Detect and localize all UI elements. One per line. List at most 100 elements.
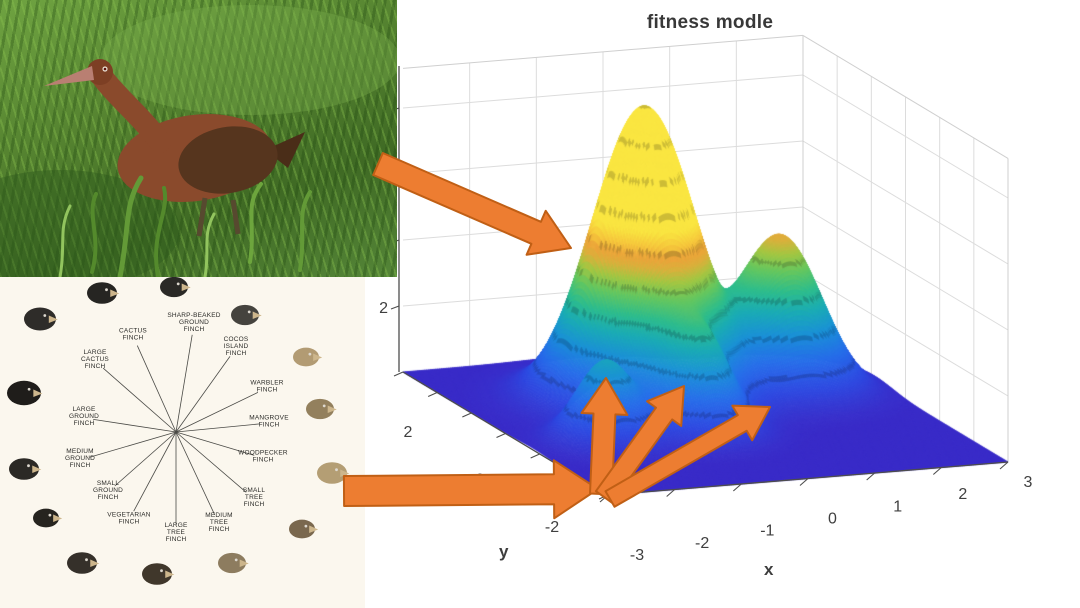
finch-large-ground-finch: LARGE GROUND FINCH <box>7 380 177 433</box>
finch-eye <box>27 387 31 391</box>
radiating-line <box>175 356 231 433</box>
rail-bird-photo <box>0 0 397 277</box>
finch-head <box>218 552 246 574</box>
finch-head <box>306 398 334 420</box>
radiating-line <box>175 431 216 515</box>
finch-eye <box>85 558 88 562</box>
radiating-line <box>102 367 177 433</box>
y-axis-label: y <box>499 542 509 561</box>
finch-eye <box>48 513 52 517</box>
finch-eye <box>160 569 163 573</box>
rail-bird <box>44 59 305 237</box>
finch-head <box>289 519 315 539</box>
finch-sharp-beaked-ground-finch: SHARP-BEAKED GROUND FINCH <box>160 276 221 433</box>
sunlit-grass-patch <box>100 5 397 115</box>
finch-eye <box>308 352 312 356</box>
finch-head <box>142 563 172 585</box>
bird-wing <box>178 126 278 194</box>
finch-head <box>24 307 56 331</box>
darwin-finches-diagram: LARGE GROUND FINCH LARGE CACTUS FINCH CACTUS FI… <box>0 276 365 608</box>
finch-cocos-island-finch: COCOS ISLAND FINCH <box>175 304 262 433</box>
finch-label: SMALL GROUND FINCH <box>93 480 123 501</box>
bird-legs <box>196 197 241 237</box>
finch-eye <box>27 464 30 468</box>
finch-beak <box>110 289 120 297</box>
finch-label: MANGROVE FINCH <box>249 415 289 429</box>
finch-large-tree-finch: LARGE TREE FINCH <box>142 432 188 585</box>
radiating-line <box>114 431 177 487</box>
finch-label: SHARP-BEAKED GROUND FINCH <box>167 312 220 333</box>
finch-beak <box>239 559 249 567</box>
finch-label: VEGETARIAN FINCH <box>107 512 151 526</box>
finch-eye <box>234 558 238 562</box>
finch-beak <box>313 353 323 361</box>
finch-woodpecker-finch: WOODPECKER FINCH <box>175 431 350 484</box>
finch-label: SMALL TREE FINCH <box>243 487 266 508</box>
finch-head <box>231 304 259 326</box>
radiating-line <box>175 334 193 433</box>
chart-title: fitness modle <box>646 12 774 33</box>
finch-label: COCOS ISLAND FINCH <box>224 336 249 357</box>
radiating-line <box>89 431 177 458</box>
finch-label: LARGE TREE FINCH <box>164 522 188 543</box>
finch-eye <box>322 404 326 408</box>
finch-label: WARBLER FINCH <box>250 380 283 394</box>
finch-beak <box>33 389 43 397</box>
bird-bill <box>44 66 94 86</box>
finch-eye <box>176 282 180 286</box>
finch-label: MEDIUM TREE FINCH <box>205 512 233 533</box>
finch-label: LARGE GROUND FINCH <box>69 406 99 427</box>
x-axis-label: x <box>764 560 774 579</box>
finch-head <box>7 380 41 406</box>
finch-beak <box>252 311 262 319</box>
bird-neck <box>92 67 171 153</box>
radiating-line <box>93 419 177 433</box>
finch-label: WOODPECKER FINCH <box>238 450 288 464</box>
fitness-surface-plot <box>390 28 1050 528</box>
finch-beak <box>165 570 175 578</box>
finch-head <box>160 276 188 298</box>
grass-shadow <box>0 170 180 277</box>
radiating-line <box>175 431 247 493</box>
finch-beak <box>181 283 191 291</box>
finch-head <box>67 552 97 574</box>
finch-vegetarian-finch: VEGETARIAN FINCH <box>67 431 177 574</box>
finch-beak <box>32 465 42 473</box>
finch-head <box>33 508 59 528</box>
finch-medium-tree-finch: MEDIUM TREE FINCH <box>175 431 249 574</box>
finch-eye <box>105 288 108 292</box>
bird-pupil <box>103 67 107 71</box>
foreground-grass <box>58 175 312 277</box>
z-tick-label: 2 <box>379 300 388 317</box>
x-tick-label: -2 <box>695 535 709 552</box>
finch-warbler-finch: WARBLER FINCH <box>175 347 323 433</box>
radiating-line <box>175 392 259 433</box>
finch-eye <box>304 524 308 528</box>
finch-medium-ground-finch: MEDIUM GROUND FINCH <box>9 431 177 480</box>
x-tick-label: -3 <box>630 547 644 564</box>
finch-beak <box>90 559 100 567</box>
radiating-line <box>136 345 177 433</box>
finch-beak <box>48 315 58 323</box>
finch-head <box>87 282 117 304</box>
finch-eye <box>43 314 47 317</box>
finch-head <box>293 347 319 367</box>
finch-beak <box>53 514 63 522</box>
radiating-line <box>133 431 177 512</box>
finch-label: MEDIUM GROUND FINCH <box>65 448 95 469</box>
finch-large-cactus-finch: LARGE CACTUS FINCH <box>24 307 177 433</box>
finch-cactus-finch: CACTUS FINCH <box>87 282 177 433</box>
finch-mangrove-finch: MANGROVE FINCH <box>175 398 337 433</box>
finch-head <box>9 458 39 480</box>
finch-label: CACTUS FINCH <box>119 328 147 342</box>
bird-tail <box>265 132 305 168</box>
finch-eye <box>247 310 251 314</box>
finch-label: LARGE CACTUS FINCH <box>81 349 109 370</box>
finch-beak <box>309 525 319 533</box>
finch-small-ground-finch: SMALL GROUND FINCH <box>33 431 177 528</box>
finch-head <box>317 462 347 484</box>
finch-beak <box>327 405 337 413</box>
radiating-line <box>175 423 260 433</box>
radiating-line <box>175 431 255 456</box>
rail-bird-illustration <box>0 5 397 277</box>
